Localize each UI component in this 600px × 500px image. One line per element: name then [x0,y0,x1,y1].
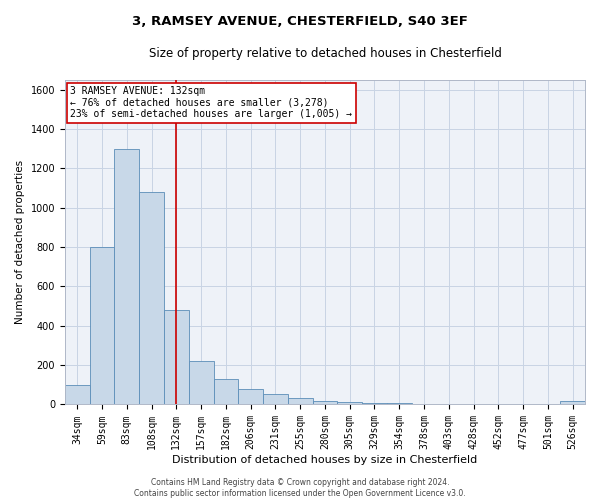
Bar [139,192,164,404]
Bar [164,310,189,404]
Bar [337,402,362,404]
Bar [65,385,89,404]
Bar [560,401,585,404]
Bar [89,247,115,404]
Bar [313,400,337,404]
Y-axis label: Number of detached properties: Number of detached properties [15,160,25,324]
Text: 3, RAMSEY AVENUE, CHESTERFIELD, S40 3EF: 3, RAMSEY AVENUE, CHESTERFIELD, S40 3EF [132,15,468,28]
Bar [238,388,263,404]
Bar [362,403,387,404]
Bar [263,394,288,404]
X-axis label: Distribution of detached houses by size in Chesterfield: Distribution of detached houses by size … [172,455,478,465]
Text: Contains HM Land Registry data © Crown copyright and database right 2024.
Contai: Contains HM Land Registry data © Crown c… [134,478,466,498]
Bar [214,379,238,404]
Bar [189,361,214,405]
Text: 3 RAMSEY AVENUE: 132sqm
← 76% of detached houses are smaller (3,278)
23% of semi: 3 RAMSEY AVENUE: 132sqm ← 76% of detache… [70,86,352,120]
Bar [288,398,313,404]
Bar [115,148,139,404]
Title: Size of property relative to detached houses in Chesterfield: Size of property relative to detached ho… [149,48,502,60]
